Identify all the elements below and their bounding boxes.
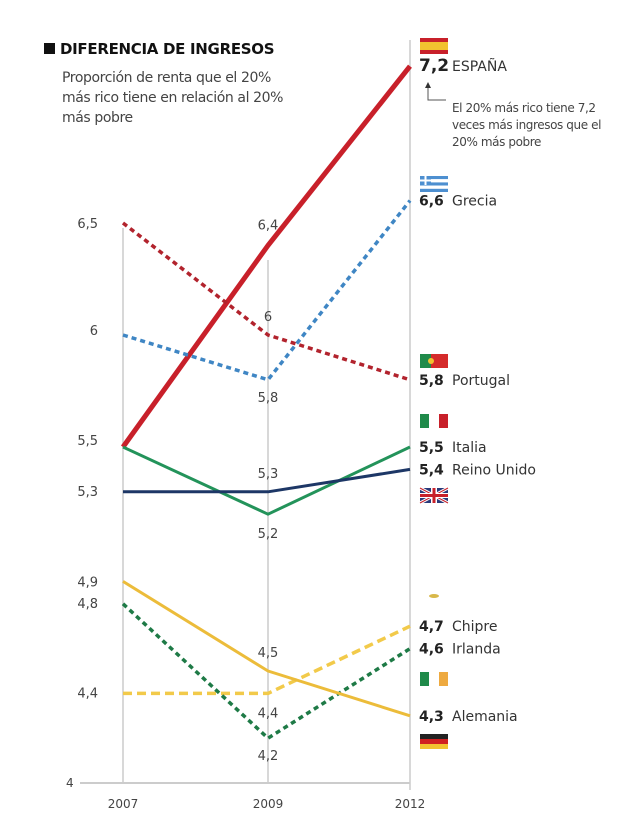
x-tick-label-2007: 2007 <box>108 797 139 811</box>
chart-title: DIFERENCIA DE INGRESOS <box>44 40 275 58</box>
annotation-arrow-icon <box>427 84 446 101</box>
end-value-chipre: 4,7 <box>419 619 444 635</box>
series-line-chipre <box>123 624 411 696</box>
data-label-irlanda-2007: 4,8 <box>77 597 98 612</box>
x-tick-label-2012: 2012 <box>395 797 426 811</box>
series-name-portugal: Portugal <box>452 373 510 389</box>
chart-subtitle: Proporción de renta que el 20% más rico … <box>62 70 284 126</box>
data-label-reino-unido-2009: 5,3 <box>258 467 279 482</box>
end-value-italia: 5,5 <box>419 440 444 456</box>
spain-annotation: El 20% más rico tiene 7,2 veces más ingr… <box>452 101 602 149</box>
end-value-alemania: 4,3 <box>419 709 444 725</box>
data-label-chipre-2007: 4,4 <box>77 686 98 701</box>
data-label-espana-2009: 6,4 <box>258 218 279 233</box>
end-value-reino-unido: 5,4 <box>419 462 444 478</box>
data-label-alemania-2007: 4,9 <box>77 575 98 590</box>
series-line-italia <box>122 445 411 516</box>
data-label-reino-unido-2007: 5,3 <box>77 485 98 500</box>
series-name-alemania: Alemania <box>452 709 518 725</box>
data-label-portugal-2007: 6,5 <box>77 217 98 232</box>
data-label-alemania-2009: 4,5 <box>258 646 279 661</box>
series-name-irlanda: Irlanda <box>452 642 501 658</box>
data-label-grecia-2009: 5,8 <box>258 391 279 406</box>
data-label-italia-2009: 5,2 <box>258 527 279 542</box>
end-value-portugal: 5,8 <box>419 373 444 389</box>
chart-title-text: DIFERENCIA DE INGRESOS <box>60 40 275 58</box>
data-label-espana-2007: 5,5 <box>77 434 98 449</box>
series-name-italia: Italia <box>452 440 487 456</box>
germany-flag-icon <box>420 734 448 749</box>
end-value-irlanda: 4,6 <box>419 642 444 658</box>
title-square-icon <box>44 43 55 54</box>
series-line-alemania <box>122 580 411 718</box>
portugal-flag-icon <box>420 354 448 368</box>
y-axis-min-label: 4 <box>66 776 74 790</box>
uk-flag-icon <box>419 486 449 505</box>
data-label-irlanda-2009: 4,2 <box>258 749 279 764</box>
series-line-portugal <box>121 221 411 382</box>
series-line-espana <box>120 64 412 449</box>
annotation-arrowhead-icon <box>425 82 431 88</box>
spain-flag-icon <box>420 38 448 54</box>
cyprus-flag-icon <box>429 594 439 598</box>
end-value-grecia: 6,6 <box>419 194 444 210</box>
series-name-chipre: Chipre <box>452 619 498 635</box>
italy-flag-icon <box>420 414 448 428</box>
series-name-espana: ESPAÑA <box>452 58 507 75</box>
series-line-reino-unido <box>123 467 411 494</box>
end-value-espana: 7,2 <box>419 56 449 76</box>
x-tick-label-2009: 2009 <box>253 797 284 811</box>
series-line-irlanda <box>121 602 411 740</box>
ireland-flag-icon <box>420 672 448 686</box>
data-label-chipre-2009: 4,4 <box>258 706 279 721</box>
series-name-reino-unido: Reino Unido <box>452 462 536 478</box>
data-label-portugal-2009: 6 <box>264 310 272 325</box>
data-label-grecia-2007: 6 <box>90 324 98 339</box>
greece-flag-icon <box>420 176 448 192</box>
series-name-grecia: Grecia <box>452 194 497 210</box>
